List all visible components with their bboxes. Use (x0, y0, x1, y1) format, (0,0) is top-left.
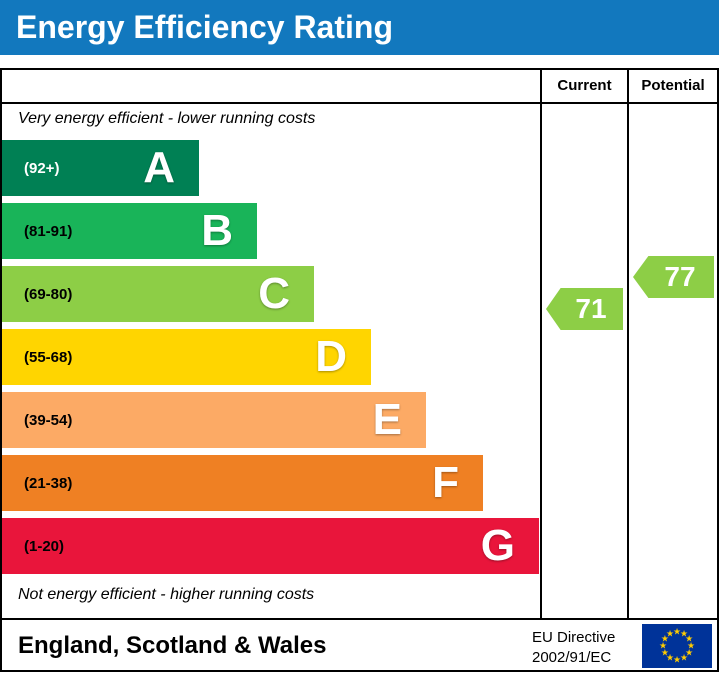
current-indicator: 71 (546, 288, 623, 330)
eu-flag-star: ★ (685, 647, 694, 658)
eu-flag-star: ★ (660, 633, 669, 644)
eu-flag-star: ★ (679, 652, 689, 663)
title-bar: Energy Efficiency Rating (0, 0, 719, 55)
band-range-label: (81-91) (24, 222, 73, 240)
eu-flag-star: ★ (665, 628, 675, 639)
band-range-label: (92+) (24, 159, 60, 177)
band-letter: C (258, 269, 290, 318)
potential-value: 77 (664, 261, 696, 292)
potential-column-divider (627, 70, 629, 618)
band-letter: D (315, 332, 347, 381)
band-C: (69-80) C (2, 266, 314, 322)
band-A: (92+) A (2, 140, 199, 196)
header-divider (2, 102, 717, 104)
band-range-label: (1-20) (24, 537, 65, 555)
band-letter: G (480, 521, 515, 570)
page-title: Energy Efficiency Rating (16, 9, 393, 45)
current-column-divider (540, 70, 542, 618)
current-column-header: Current (557, 77, 612, 94)
band-B: (81-91) B (2, 203, 257, 259)
eu-flag-star: ★ (679, 628, 689, 639)
band-letter: B (201, 206, 233, 255)
eu-directive-line1: EU Directive (532, 629, 616, 646)
eu-flag-star: ★ (686, 640, 696, 651)
band-range-label: (69-80) (24, 285, 73, 303)
potential-column-header: Potential (641, 77, 705, 94)
eu-directive-line2: 2002/91/EC (532, 649, 612, 666)
band-letter: E (372, 395, 402, 444)
band-letter: F (432, 458, 459, 507)
band-letter: A (143, 143, 175, 192)
band-E: (39-54) E (2, 392, 426, 448)
eu-flag-star: ★ (660, 647, 669, 658)
eu-flag-star: ★ (685, 633, 694, 644)
eu-flag-star: ★ (658, 640, 668, 651)
chart-frame: Current Potential Very energy efficient … (0, 68, 719, 672)
band-range-label: (39-54) (24, 411, 73, 429)
eu-flag-star: ★ (665, 652, 675, 663)
eu-flag-star: ★ (672, 654, 682, 665)
band-range-label: (55-68) (24, 348, 73, 366)
footer-region: England, Scotland & Wales (18, 632, 327, 659)
band-D: (55-68) D (2, 329, 371, 385)
eu-flag-icon: ★ ★ ★ ★ ★ ★ ★ ★ ★ ★ ★ ★ (642, 624, 712, 668)
footer: England, Scotland & Wales EU Directive 2… (2, 620, 717, 670)
band-F: (21-38) F (2, 455, 483, 511)
eu-directive-label: EU Directive 2002/91/EC (532, 628, 615, 668)
band-range-label: (21-38) (24, 474, 73, 492)
footer-divider (2, 618, 717, 620)
current-value: 71 (575, 293, 607, 324)
eu-flag-star: ★ (672, 626, 682, 637)
bottom-note: Not energy efficient - higher running co… (18, 586, 315, 603)
potential-indicator: 77 (633, 256, 714, 298)
bands: (92+) A (81-91) B (69-80) C (55-68) D (39-54) E (2… (2, 140, 539, 581)
band-G: (1-20) G (2, 518, 539, 574)
top-note: Very energy efficient - lower running co… (18, 110, 316, 127)
